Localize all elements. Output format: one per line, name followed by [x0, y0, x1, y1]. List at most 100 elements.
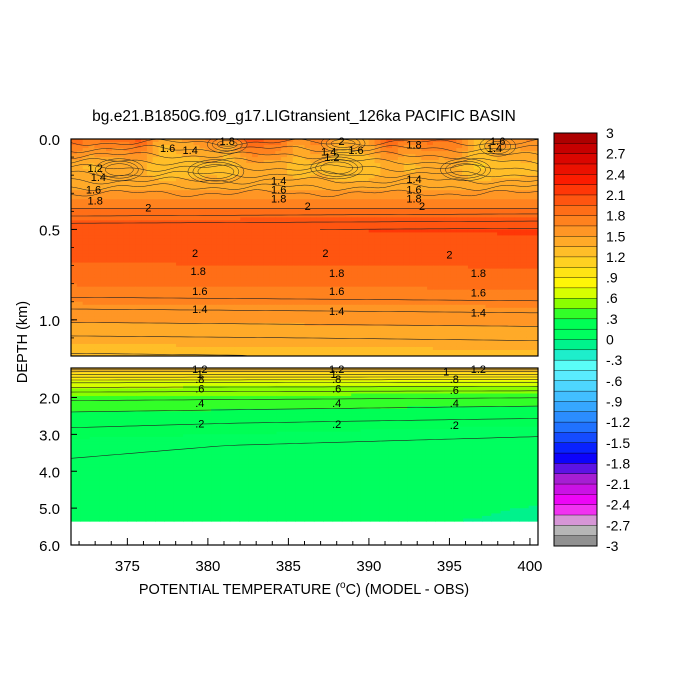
- colorbar-label: -1.5: [606, 435, 630, 451]
- x-axis-label: POTENTIAL TEMPERATURE (oC) (MODEL - OBS): [139, 580, 469, 598]
- colorbar-swatch: [553, 328, 598, 341]
- colorbar-swatch: [553, 143, 598, 155]
- contour-label: 1.8: [88, 196, 103, 208]
- y-tick-label: 0.5: [39, 222, 60, 239]
- contour-label: 1: [197, 369, 203, 381]
- colorbar-swatch: [553, 442, 598, 454]
- lower-depth-panel: 1.2 1.2 1.21 1 1.8.8.8.6.6.6.4.4.4.2.2.2 2.0…: [39, 364, 542, 575]
- contour-label: .6: [332, 383, 341, 395]
- contour-label: 1.6: [348, 145, 363, 157]
- colorbar-swatch: [553, 246, 598, 258]
- colorbar-swatch: [553, 174, 598, 186]
- contour-label: 1.4: [183, 145, 198, 157]
- colorbar-swatch: [553, 483, 598, 495]
- contour-label: .2: [332, 419, 341, 431]
- colorbar-label: 2.4: [606, 166, 626, 182]
- contour-label: 1.2: [471, 364, 486, 376]
- contour-label: 1.8: [329, 268, 344, 280]
- y-tick-label: 0.0: [39, 132, 60, 149]
- contour-label: 1: [330, 369, 336, 381]
- colorbar: 3 2.7 2.4 2.1 1.8 1.5 1.2 .9 .6 .3 0 -.3 -.6 -.9 -1.2 -…: [553, 125, 630, 554]
- colorbar-swatch: [553, 411, 598, 423]
- contour-label: 1.8: [220, 136, 235, 148]
- colorbar-swatch: [553, 401, 598, 413]
- x-tick-label: 395: [437, 558, 462, 575]
- upper-panel-contours: [71, 139, 538, 356]
- colorbar-swatch: [553, 236, 598, 248]
- colorbar-label: -2.4: [606, 497, 630, 513]
- contour-label: .4: [195, 398, 204, 410]
- colorbar-label: -3: [606, 538, 619, 554]
- contour-label: .6: [450, 385, 459, 397]
- colorbar-swatch: [553, 194, 598, 206]
- colorbar-label: -1.2: [606, 414, 630, 430]
- colorbar-swatch: [553, 494, 598, 506]
- upper-panel-contour-labels: 1.6 1.41.8 21.4 1.61.21.8 1.41.61.21.41.61.8…: [86, 136, 505, 320]
- colorbar-swatch: [553, 225, 598, 237]
- contour-label: .4: [332, 398, 341, 410]
- contour-label: 1.4: [487, 143, 502, 155]
- colorbar-label: -.9: [606, 393, 623, 409]
- y-tick-label: 2.0: [39, 391, 60, 408]
- colorbar-label: 1.5: [606, 228, 626, 244]
- colorbar-swatch: [553, 256, 598, 268]
- colorbar-swatch: [553, 421, 598, 433]
- contour-label: 1.4: [471, 308, 486, 320]
- colorbar-label: .6: [606, 290, 618, 306]
- upper-depth-panel: 1.6 1.41.8 21.4 1.61.21.8 1.41.61.21.41.61.8…: [39, 132, 539, 357]
- lower-panel-contours: [71, 368, 538, 459]
- contour-label: .8: [195, 374, 204, 386]
- colorbar-swatch: [553, 349, 598, 361]
- colorbar-swatch: [553, 308, 598, 320]
- lower-panel-contour-labels: 1.2 1.2 1.21 1 1.8.8.8.6.6.6.4.4.4.2.2.2: [192, 364, 486, 432]
- colorbar-label: -.3: [606, 352, 623, 368]
- colorbar-swatch: [553, 452, 598, 464]
- contour-label: 2: [145, 203, 151, 215]
- colorbar-swatch: [553, 132, 598, 144]
- y-tick-label: 6.0: [39, 538, 60, 555]
- colorbar-swatch: [553, 359, 598, 371]
- colorbar-swatch: [553, 473, 598, 485]
- contour-label: .2: [450, 420, 459, 432]
- colorbar-swatch: [553, 535, 598, 547]
- colorbar-swatch: [553, 463, 598, 475]
- colorbar-swatch: [553, 370, 598, 382]
- colorbar-swatch: [553, 380, 598, 392]
- contour-label: 1.6: [160, 143, 175, 155]
- contour-label: .6: [195, 383, 204, 395]
- x-tick-label: 385: [276, 558, 301, 575]
- colorbar-swatch: [553, 339, 598, 351]
- contour-label: .2: [195, 418, 204, 430]
- colorbar-swatch: [553, 525, 598, 537]
- contour-label: 2: [322, 248, 328, 260]
- colorbar-swatch: [553, 153, 598, 165]
- contour-label: 2: [338, 136, 344, 148]
- contour-label: 1.2: [324, 152, 339, 164]
- contour-label: 1.4: [329, 306, 344, 318]
- x-axis: 375 380 385 390 395 400: [78, 538, 542, 575]
- colorbar-swatch: [553, 318, 598, 330]
- contour-label: 1.2: [88, 163, 103, 175]
- contour-label: 1: [443, 367, 449, 379]
- contour-label: .8: [332, 374, 341, 386]
- contour-label: 1.8: [406, 139, 421, 151]
- colorbar-swatch: [553, 287, 598, 299]
- colorbar-label: 1.8: [606, 208, 626, 224]
- colorbar-label: .9: [606, 270, 618, 286]
- y-tick-label: 4.0: [39, 464, 60, 481]
- contour-label: 1.2: [192, 364, 207, 376]
- colorbar-swatch: [553, 390, 598, 402]
- colorbar-label: 3: [606, 125, 614, 141]
- contour-label: 1.8: [271, 194, 286, 206]
- colorbar-label: -2.1: [606, 476, 630, 492]
- y-tick-label: 3.0: [39, 427, 60, 444]
- contour-label: 1.4: [321, 147, 336, 159]
- contour-label: 2: [192, 248, 198, 260]
- colorbar-swatch: [553, 298, 598, 310]
- contour-label: 1.6: [406, 185, 421, 197]
- contour-label: 1.8: [471, 268, 486, 280]
- contour-label: 1.6: [271, 185, 286, 197]
- colorbar-label: 2.1: [606, 187, 626, 203]
- colorbar-label: 1.2: [606, 249, 626, 265]
